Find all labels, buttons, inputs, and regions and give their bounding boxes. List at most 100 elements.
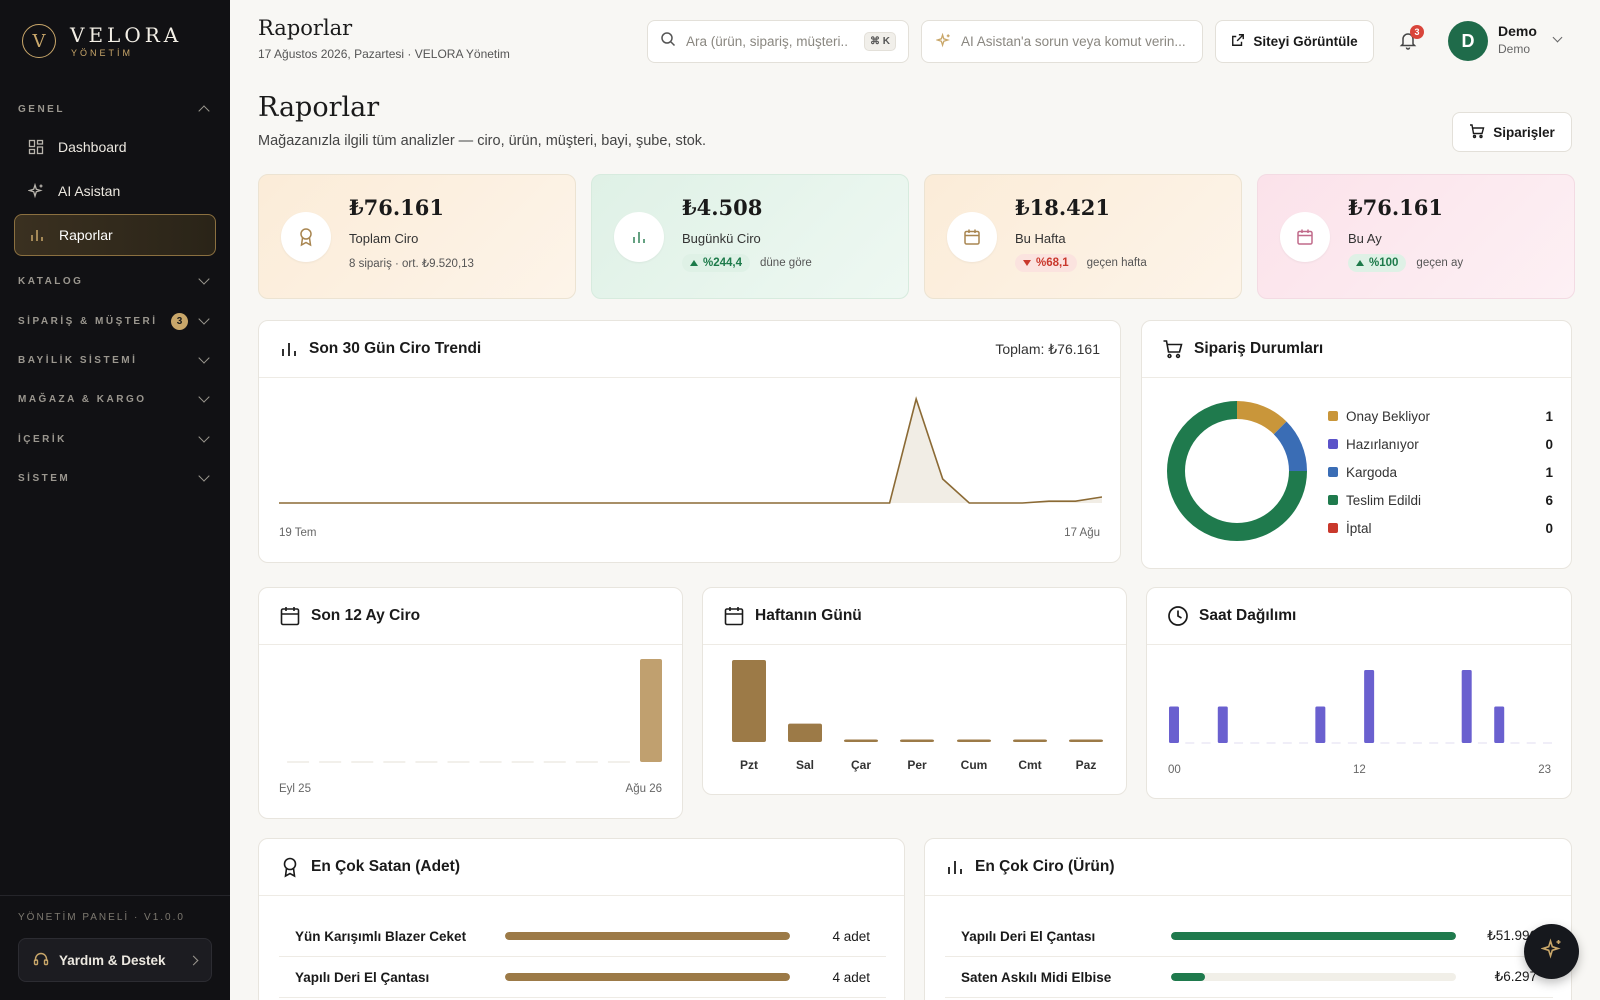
kpi-card-today[interactable]: ₺4.508 Bugünkü Ciro %244,4 düne göre — [591, 174, 909, 299]
progress-track — [1171, 932, 1456, 940]
award-icon — [281, 212, 331, 262]
weekday-bar — [844, 739, 878, 742]
monthly-title: Son 12 Ay Ciro — [311, 607, 421, 624]
donut-slice — [1273, 421, 1307, 472]
status-panel: Sipariş Durumları — [1141, 320, 1572, 569]
legend-swatch — [1328, 523, 1338, 533]
header-title: Raporlar — [258, 16, 353, 40]
section-icerik[interactable]: İÇERİK — [18, 429, 214, 449]
section-siparis-badge: 3 — [171, 312, 188, 330]
change-pill: %244,4 — [682, 254, 751, 272]
table-row[interactable]: Saten Askılı Midi Elbise ₺6.297 — [945, 957, 1553, 998]
award-icon — [279, 856, 301, 878]
help-button[interactable]: Yardım & Destek — [18, 938, 212, 982]
search-input[interactable]: Ara (ürün, sipariş, müşteri...) ⌘ K — [647, 20, 909, 63]
section-siparis-label: SİPARİŞ & MÜŞTERİ — [18, 315, 158, 327]
trend-title: Son 30 Gün Ciro Trendi — [309, 340, 482, 357]
sidebar-item-raporlar[interactable]: Raporlar — [14, 214, 216, 256]
weekday-label: Cum — [960, 758, 988, 772]
product-name: Yapılı Deri El Çantası — [295, 969, 430, 985]
page-title: Raporlar — [258, 92, 380, 123]
ai-assistant-fab[interactable] — [1524, 924, 1579, 979]
legend-row: İptal 0 — [1328, 518, 1553, 538]
kpi-label: Bu Ay — [1348, 231, 1382, 246]
section-katalog[interactable]: KATALOG — [18, 271, 214, 291]
kpi-label: Bu Hafta — [1015, 231, 1066, 246]
external-link-icon — [1231, 33, 1245, 50]
kpi-card-week[interactable]: ₺18.421 Bu Hafta %68,1 geçen hafta — [924, 174, 1242, 299]
view-site-button[interactable]: Siteyi Görüntüle — [1215, 20, 1374, 63]
cart-icon — [1162, 338, 1184, 360]
kpi-change: %100 geçen ay — [1348, 254, 1463, 272]
clock-icon — [1167, 605, 1189, 627]
user-role: Demo — [1498, 42, 1531, 56]
logo[interactable]: V VELORA YÖNETİM — [22, 24, 182, 58]
legend-label: İptal — [1346, 520, 1372, 536]
sidebar-divider — [0, 895, 230, 896]
hour-bar — [1169, 706, 1179, 743]
hour-bar — [1494, 706, 1505, 743]
product-value: 4 adet — [832, 928, 870, 944]
header-date: 17 Ağustos 2026, Pazartesi · VELORA Yöne… — [258, 47, 510, 61]
section-genel-label: GENEL — [18, 103, 65, 115]
sidebar-item-dashboard[interactable]: Dashboard — [14, 126, 216, 168]
legend-count: 0 — [1545, 520, 1553, 536]
logo-subtitle: YÖNETİM — [71, 48, 134, 58]
change-pill: %68,1 — [1015, 254, 1077, 272]
logo-title: VELORA — [70, 23, 183, 47]
top-revenue-title: En Çok Ciro (Ürün) — [975, 858, 1115, 875]
kpi-card-month[interactable]: ₺76.161 Bu Ay %100 geçen ay — [1257, 174, 1575, 299]
weekday-label: Çar — [850, 758, 871, 772]
top-quantity-title: En Çok Satan (Adet) — [311, 858, 460, 875]
kpi-value: ₺76.161 — [1348, 195, 1443, 220]
chevron-down-icon[interactable] — [1552, 32, 1563, 43]
legend-row: Kargoda 1 — [1328, 462, 1553, 482]
weekday-bar — [957, 739, 991, 742]
monthly-panel: Son 12 Ay Ciro Eyl 25 Ağu 26 — [258, 587, 683, 819]
kpi-card-total[interactable]: ₺76.161 Toplam Ciro 8 sipariş · ort. ₺9.… — [258, 174, 576, 299]
product-value: ₺51.996 — [1487, 928, 1537, 943]
legend-count: 1 — [1545, 408, 1553, 424]
section-bayilik[interactable]: BAYİLİK SİSTEMİ — [18, 350, 214, 370]
section-katalog-label: KATALOG — [18, 275, 84, 287]
sidebar-item-ai-asistan[interactable]: AI Asistan — [14, 170, 216, 212]
legend-row: Hazırlanıyor 0 — [1328, 434, 1553, 454]
progress-fill — [505, 932, 790, 940]
legend-label: Teslim Edildi — [1346, 492, 1422, 508]
legend-swatch — [1328, 411, 1338, 421]
avatar[interactable]: D — [1448, 21, 1488, 61]
table-row[interactable]: Yapılı Deri El Çantası 4 adet — [279, 957, 886, 998]
product-name: Yapılı Deri El Çantası — [961, 928, 1096, 944]
orders-button[interactable]: Siparişler — [1452, 112, 1572, 152]
trend-x-end: 17 Ağu — [1064, 527, 1100, 539]
section-genel[interactable]: GENEL — [18, 99, 214, 119]
hourly-panel: Saat Dağılımı 00 12 23 — [1146, 587, 1572, 799]
kpi-value: ₺18.421 — [1015, 195, 1110, 220]
chevron-right-icon — [188, 955, 199, 965]
hourly-x-start: 00 — [1168, 764, 1181, 776]
legend-label: Kargoda — [1346, 464, 1398, 480]
section-sistem[interactable]: SİSTEM — [18, 468, 214, 488]
kpi-change: %244,4 düne göre — [682, 254, 812, 272]
hourly-x-mid: 12 — [1353, 764, 1366, 776]
sidebar-item-label: Raporlar — [59, 227, 113, 243]
section-sistem-label: SİSTEM — [18, 472, 71, 484]
section-magaza-kargo[interactable]: MAĞAZA & KARGO — [18, 389, 214, 409]
bar-chart-icon — [614, 212, 664, 262]
kpi-value: ₺4.508 — [682, 195, 763, 220]
arrow-up-icon — [1356, 260, 1364, 266]
chevron-down-icon — [198, 352, 210, 364]
search-icon — [660, 31, 676, 52]
table-row[interactable]: Yapılı Deri El Çantası ₺51.996 — [945, 916, 1553, 957]
section-siparis-musteri[interactable]: SİPARİŞ & MÜŞTERİ 3 — [18, 311, 214, 331]
search-placeholder: Ara (ürün, sipariş, müşteri...) — [686, 34, 848, 49]
ai-assistant-input[interactable]: AI Asistan'a sorun veya komut verin... — [921, 20, 1203, 63]
change-compare: geçen hafta — [1086, 257, 1147, 269]
legend-count: 0 — [1545, 436, 1553, 452]
change-compare: düne göre — [760, 257, 812, 269]
hourly-title: Saat Dağılımı — [1199, 607, 1297, 624]
headset-icon — [33, 951, 49, 970]
table-row[interactable]: Yün Karışımlı Blazer Ceket 4 adet — [279, 916, 886, 957]
user-name[interactable]: Demo — [1498, 23, 1537, 39]
sparkle-icon — [28, 183, 44, 199]
